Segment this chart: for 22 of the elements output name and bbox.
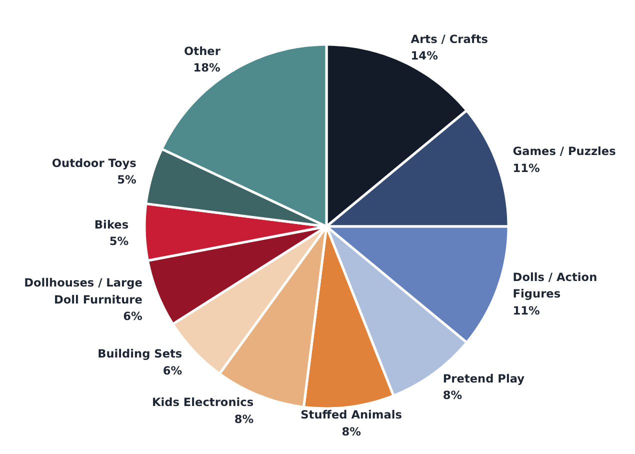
slice-label: Building Sets bbox=[98, 346, 182, 361]
slice-label: Other bbox=[184, 44, 221, 58]
slice-label: Stuffed Animals bbox=[300, 408, 402, 422]
slice-label: Games / Puzzles bbox=[512, 144, 616, 158]
data-label: 18% bbox=[193, 60, 220, 75]
data-label: 8% bbox=[442, 388, 462, 402]
slice-label: Dolls / Action Figures bbox=[512, 270, 598, 301]
slice-label: Kids Electronics bbox=[152, 395, 254, 410]
slice-label: Bikes bbox=[94, 217, 129, 232]
data-label: 6% bbox=[123, 309, 142, 324]
data-label: 8% bbox=[342, 424, 361, 438]
slice-label: Pretend Play bbox=[442, 371, 526, 386]
data-label: 11% bbox=[512, 160, 540, 175]
data-label: 6% bbox=[162, 363, 182, 378]
data-label: 5% bbox=[109, 234, 129, 248]
slice-label: Arts / Crafts bbox=[410, 32, 488, 46]
data-label: 5% bbox=[117, 172, 136, 187]
data-label: 14% bbox=[410, 48, 438, 63]
slice-label: Outdoor Toys bbox=[52, 156, 137, 170]
data-label: 11% bbox=[512, 303, 540, 318]
data-label: 8% bbox=[234, 412, 254, 426]
slice-label: Dollhouses / Large Doll Furniture bbox=[24, 276, 143, 306]
